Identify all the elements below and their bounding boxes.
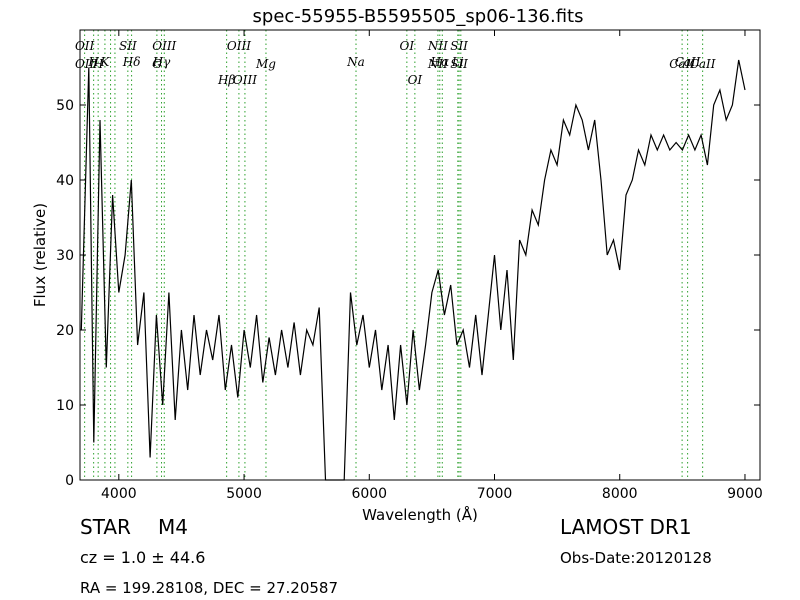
chart-title: spec-55955-B5595505_sp06-136.fits: [253, 6, 584, 27]
redshift-value: cz = 1.0 ± 44.6: [80, 548, 206, 567]
line-label-top: NII: [427, 39, 448, 53]
line-label-bottom: CaII: [669, 57, 695, 71]
x-tick-label: 7000: [477, 486, 513, 502]
line-label-top: Na: [346, 55, 365, 69]
ra-dec-coordinates: RA = 199.28108, DEC = 27.20587: [80, 579, 339, 597]
y-tick-label: 30: [56, 248, 74, 264]
x-axis-ticks: 4000 5000 6000 7000 8000 9000: [101, 30, 763, 502]
y-tick-label: 20: [56, 323, 74, 339]
line-label-bottom: NII: [427, 57, 448, 71]
line-label-top: OI: [400, 39, 415, 53]
spectrum-line: [80, 59, 746, 481]
line-label-top: Hγ: [152, 55, 171, 69]
y-axis-label: Flux (relative): [31, 203, 49, 307]
observation-date: Obs-Date:20120128: [560, 549, 712, 567]
line-label-top: SII: [450, 39, 468, 53]
object-subclass: M4: [158, 515, 188, 539]
y-axis-ticks: 0 10 20 30 40 50: [56, 98, 760, 489]
line-label-bottom: SII: [450, 57, 468, 71]
x-tick-label: 4000: [101, 486, 137, 502]
line-label-bottom: H: [92, 57, 104, 71]
line-label-top: SII: [119, 39, 137, 53]
line-label-bottom: Mg: [255, 57, 276, 71]
line-label-top: OII: [75, 39, 95, 53]
line-label-bottom: CaII: [690, 57, 716, 71]
line-label-top: OIII: [152, 39, 176, 53]
x-tick-label: 6000: [351, 486, 387, 502]
line-label-top: Hα: [429, 55, 449, 69]
line-label-top: Hδ: [122, 55, 141, 69]
plot-frame: [79, 29, 761, 481]
object-class: STAR: [80, 515, 131, 539]
x-axis-label: Wavelength (Å): [362, 505, 478, 524]
line-label-top: K: [99, 55, 110, 69]
line-label-bottom: OIII: [233, 73, 257, 87]
line-label-bottom: G: [152, 57, 162, 71]
y-tick-label: 50: [56, 98, 74, 114]
line-label-top: CaII: [675, 55, 701, 69]
x-tick-label: 9000: [727, 486, 763, 502]
x-tick-label: 8000: [602, 486, 638, 502]
x-tick-label: 5000: [226, 486, 262, 502]
y-tick-label: 40: [56, 173, 74, 189]
line-label-top: OIII: [227, 39, 251, 53]
line-label-bottom: Hβ: [217, 73, 235, 87]
line-label-top: H: [87, 55, 99, 69]
y-tick-label: 10: [56, 398, 74, 414]
line-label-bottom: OI: [408, 73, 423, 87]
line-label-top: Li: [451, 55, 464, 69]
y-tick-label: 0: [65, 473, 74, 489]
survey-name: LAMOST DR1: [560, 515, 692, 539]
